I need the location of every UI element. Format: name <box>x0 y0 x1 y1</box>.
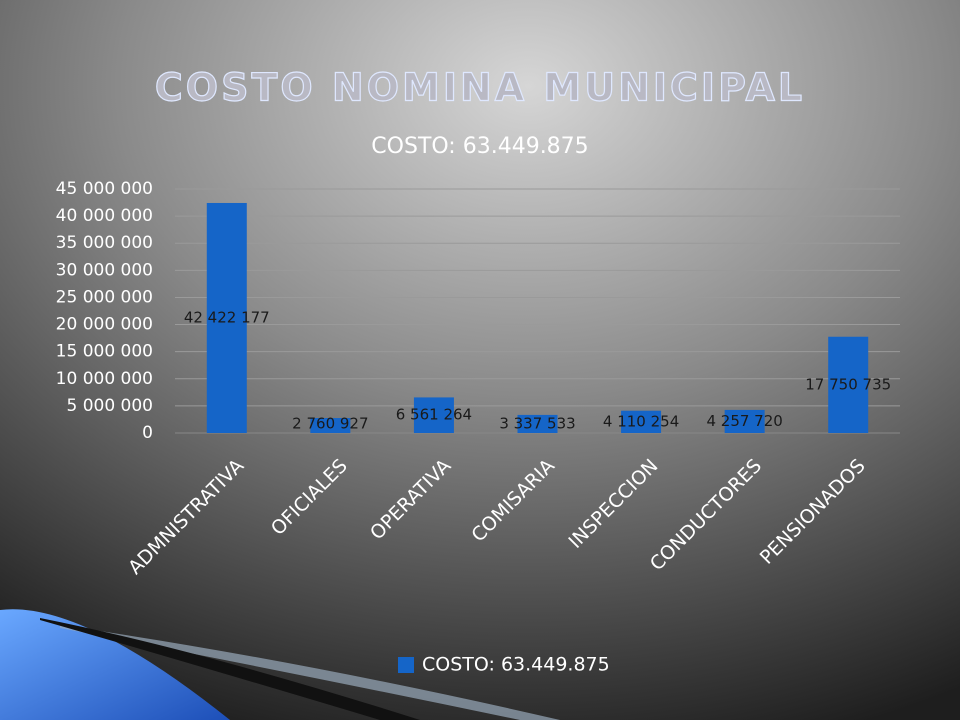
y-tick-label: 25 000 000 <box>56 287 153 307</box>
y-tick-label: 0 <box>142 423 153 443</box>
bar <box>310 418 351 433</box>
bar <box>724 409 765 433</box>
y-tick-label: 45 000 000 <box>56 179 153 199</box>
y-tick-label: 10 000 000 <box>56 369 153 389</box>
data-label: 4 257 720 <box>706 412 782 430</box>
legend-label: COSTO: 63.449.875 <box>422 654 610 676</box>
decoration <box>0 609 230 720</box>
data-label: 6 561 264 <box>396 406 472 424</box>
legend-swatch <box>398 657 414 673</box>
data-label: 42 422 177 <box>184 308 270 326</box>
bar <box>828 336 869 433</box>
y-tick-label: 30 000 000 <box>56 260 153 280</box>
decoration <box>40 618 420 720</box>
data-label: 3 337 533 <box>499 414 575 432</box>
y-tick-label: 35 000 000 <box>56 233 153 253</box>
chart-title: COSTO: 63.449.875 <box>371 134 588 159</box>
data-label: 4 110 254 <box>603 412 679 430</box>
slide-title: COSTO NOMINA MUNICIPAL <box>155 66 805 110</box>
y-tick-label: 5 000 000 <box>66 396 153 416</box>
decoration <box>60 625 560 720</box>
y-tick-label: 15 000 000 <box>56 342 153 362</box>
bar <box>206 202 247 433</box>
y-tick-label: 20 000 000 <box>56 315 153 335</box>
bar <box>621 410 662 433</box>
bar <box>517 414 558 433</box>
data-label: 2 760 927 <box>292 415 368 433</box>
y-tick-label: 40 000 000 <box>56 206 153 226</box>
data-label: 17 750 735 <box>805 375 891 393</box>
bar <box>413 397 454 433</box>
